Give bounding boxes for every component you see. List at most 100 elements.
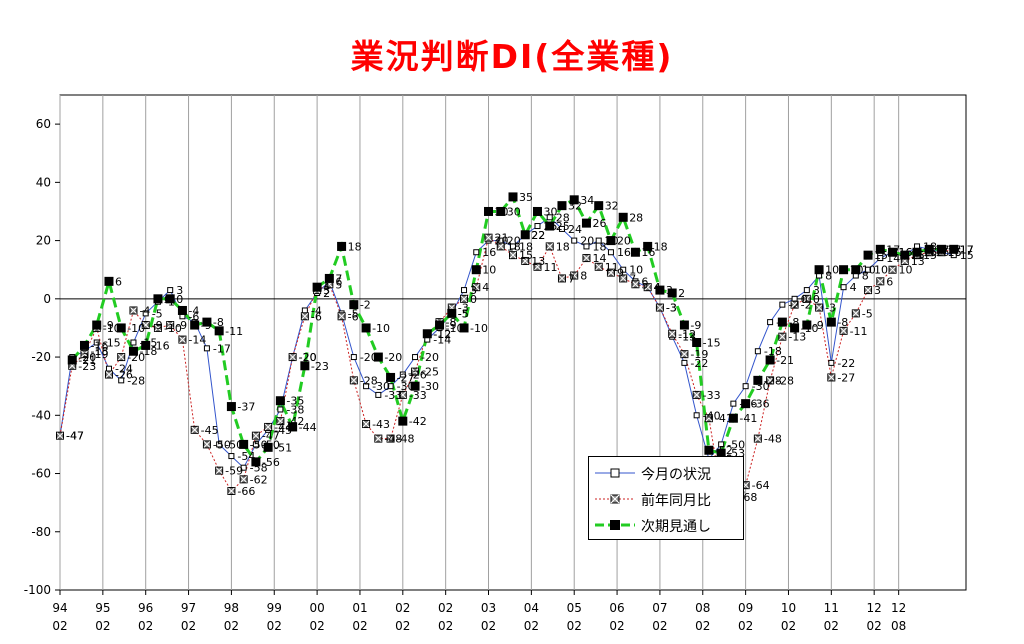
data-label-series-2: -3 [825, 302, 836, 315]
data-point-cross [240, 475, 248, 483]
data-label-series-1: -33 [384, 389, 402, 402]
legend-item-series-1: 今月の状況 [593, 463, 741, 483]
data-point-series-1 [865, 266, 872, 273]
data-point-series-3 [92, 320, 102, 330]
data-point-series-3 [79, 340, 89, 350]
data-point-cross [778, 333, 786, 341]
data-label-series-1: -24 [115, 363, 133, 376]
data-label-series-3: -4 [188, 304, 199, 317]
data-point-cross [521, 257, 529, 265]
data-point-series-3 [532, 206, 542, 216]
x-tick-label: 12 [891, 601, 906, 615]
data-point-cross [791, 301, 798, 309]
data-label-series-1: -50 [225, 438, 243, 451]
data-point-cross [827, 374, 835, 381]
x-tick-sublabel: 02 [781, 619, 796, 633]
x-tick-label: 07 [652, 601, 667, 615]
data-label-series-3: -8 [837, 316, 848, 329]
x-tick-sublabel: 02 [438, 619, 453, 633]
data-label-series-3: -51 [274, 441, 292, 454]
data-label-series-1: 28 [556, 211, 570, 224]
data-label-series-2: 16 [935, 246, 949, 259]
data-label-series-2: -48 [384, 433, 402, 446]
data-label-series-3: 6 [115, 275, 122, 288]
data-label-series-2: 15 [923, 249, 937, 262]
data-point-cross [534, 263, 541, 271]
x-tick-label: 02 [395, 601, 410, 615]
data-point-series-3 [655, 285, 665, 295]
data-label-series-2: 21 [495, 232, 509, 245]
data-label-series-1: 10 [874, 264, 888, 277]
data-point-cross [570, 272, 578, 279]
data-label-series-1: -5 [458, 307, 469, 320]
data-point-series-3 [410, 381, 420, 391]
data-point-cross [472, 283, 480, 291]
x-tick-label: 02 [438, 601, 453, 615]
data-label-series-3: -37 [237, 401, 255, 414]
data-point-series-3 [569, 195, 579, 205]
x-tick-sublabel: 02 [52, 619, 67, 633]
data-label-series-1: 20 [580, 235, 594, 248]
data-point-series-3 [863, 250, 873, 260]
data-point-cross [338, 312, 345, 320]
data-label-series-2: -42 [286, 415, 304, 428]
data-point-cross [693, 391, 701, 399]
data-label-series-1: 8 [825, 270, 832, 283]
data-label-series-3: -56 [262, 456, 280, 469]
data-label-series-3: 10 [862, 264, 876, 277]
data-point-series-3 [324, 273, 334, 283]
data-point-series-1 [718, 441, 725, 448]
data-point-series-1 [350, 354, 357, 361]
x-tick-sublabel: 02 [695, 619, 710, 633]
data-point-series-3 [128, 346, 138, 356]
data-label-series-3: 35 [519, 191, 533, 204]
data-point-series-1 [461, 287, 468, 294]
data-point-series-1 [840, 284, 847, 291]
data-point-series-1 [742, 383, 749, 390]
data-point-series-1 [558, 225, 565, 232]
data-label-series-2: -41 [715, 412, 733, 425]
data-point-series-3 [312, 282, 322, 292]
data-point-cross [142, 321, 150, 329]
data-point-series-1 [571, 237, 578, 244]
data-label-series-3: 30 [543, 205, 557, 218]
data-point-series-3 [545, 221, 555, 231]
data-label-series-3: -50 [250, 438, 268, 451]
data-label-series-2: -10 [164, 322, 182, 335]
data-label-series-1: 18 [592, 240, 606, 253]
data-label-series-1: 4 [654, 281, 661, 294]
data-point-cross [81, 350, 88, 358]
data-label-series-3: 32 [568, 200, 582, 213]
y-tick-label: -40 [31, 408, 51, 422]
data-point-cross [497, 243, 505, 250]
data-label-series-3: -21 [776, 354, 794, 367]
data-point-series-1 [767, 319, 774, 326]
data-label-series-1: -5 [348, 307, 359, 320]
data-label-series-3: -27 [397, 371, 415, 384]
data-label-series-1: -6 [188, 310, 199, 323]
data-label-series-3: 30 [507, 205, 521, 218]
data-label-series-3: -9 [690, 319, 701, 332]
data-point-series-3 [202, 317, 212, 327]
data-label-series-2: 10 [899, 264, 913, 277]
data-label-series-3: 2 [678, 287, 685, 300]
data-label-series-2: -47 [66, 430, 84, 443]
x-tick-label: 95 [95, 601, 110, 615]
data-label-series-1: -50 [727, 438, 745, 451]
data-point-series-1 [118, 377, 125, 384]
data-point-series-1 [779, 301, 786, 308]
data-label-series-3: -30 [421, 380, 439, 393]
data-point-series-1 [399, 371, 406, 378]
data-point-cross [619, 275, 627, 282]
data-label-series-3: 26 [592, 217, 606, 230]
data-point-series-3 [263, 442, 273, 452]
data-label-series-2: -4 [139, 304, 150, 317]
data-point-series-3 [435, 320, 445, 330]
x-tick-sublabel: 02 [567, 619, 582, 633]
data-point-cross [277, 417, 284, 425]
data-point-cross [852, 310, 860, 317]
data-point-series-3 [618, 212, 628, 222]
data-label-series-3: 15 [874, 249, 888, 262]
data-label-series-3: 7 [335, 272, 342, 285]
data-label-series-1: 4 [850, 281, 857, 294]
